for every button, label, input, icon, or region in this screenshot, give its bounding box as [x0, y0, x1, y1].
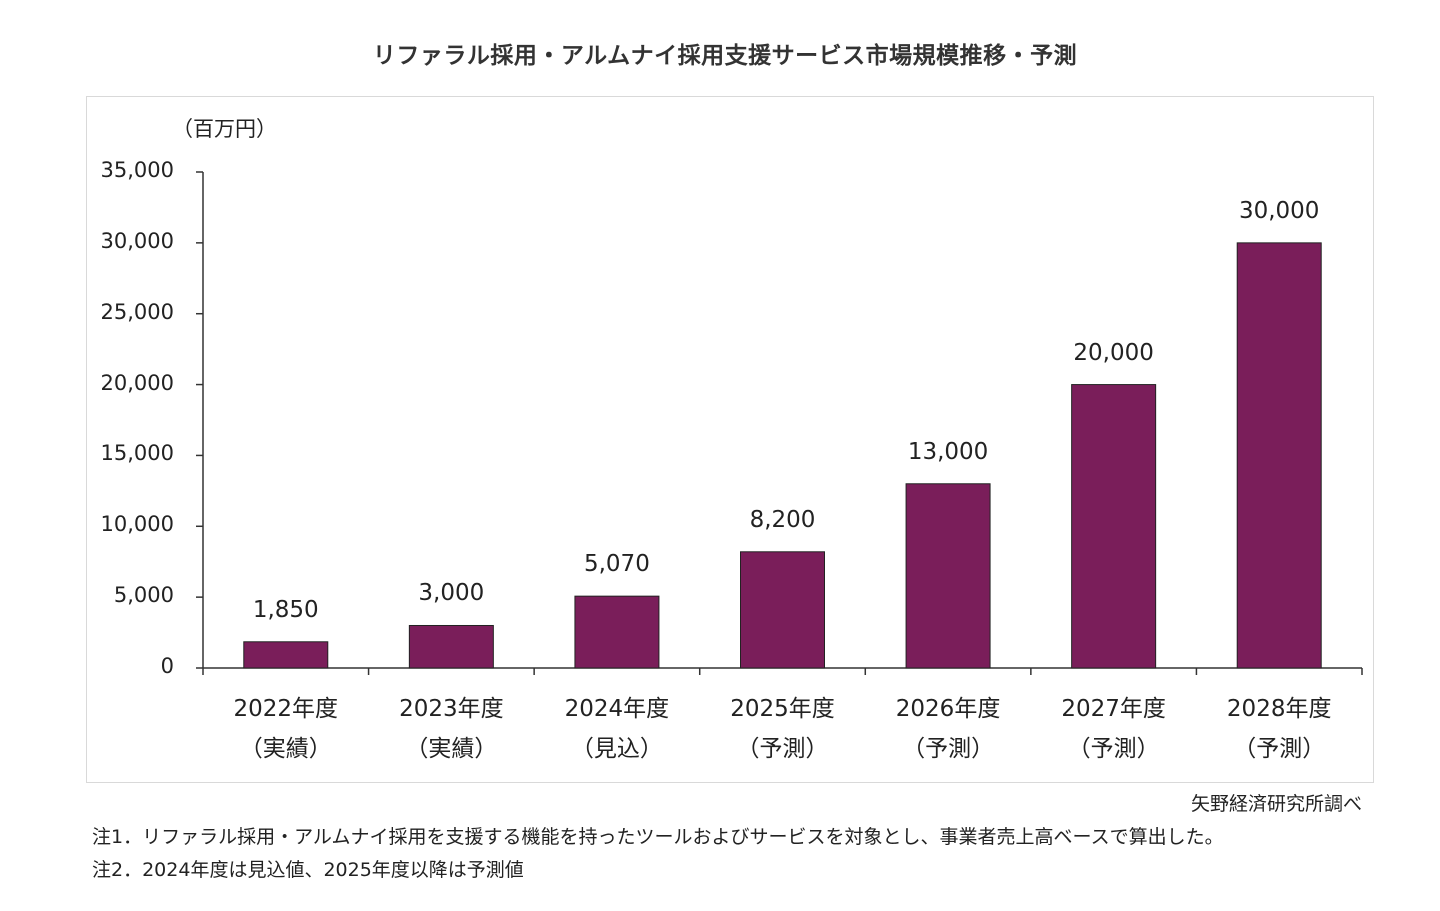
x-category-status: （予測） — [902, 736, 995, 762]
y-axis-unit-label: （百万円） — [172, 117, 277, 141]
bar-value-label: 5,070 — [583, 551, 650, 578]
chart-title: リファラル採用・アルムナイ採用支援サービス市場規模推移・予測 — [372, 43, 1078, 69]
y-tick-label: 35,000 — [100, 158, 174, 182]
y-tick-label: 0 — [160, 654, 174, 678]
bar-value-label: 30,000 — [1238, 197, 1320, 224]
bar-2023年度 — [408, 624, 494, 669]
x-category-label: 2025年度 — [730, 696, 835, 722]
x-category-label: 2028年度 — [1226, 696, 1332, 722]
bar-value-label: 8,200 — [749, 506, 816, 533]
y-tick-label: 5,000 — [113, 583, 174, 608]
x-category-label: 2024年度 — [564, 696, 670, 722]
bar-2026年度 — [905, 483, 991, 669]
note-2: 注2．2024年度は見込値、2025年度以降は予測値 — [92, 859, 524, 881]
y-tick-label: 25,000 — [100, 299, 174, 324]
y-tick-label: 30,000 — [100, 228, 174, 253]
chart-frame — [86, 96, 1374, 783]
y-tick-label: 10,000 — [100, 512, 174, 537]
bar-2022年度 — [243, 641, 329, 669]
y-tick-label: 15,000 — [100, 441, 174, 466]
bar-2025年度 — [740, 551, 825, 669]
y-tick-label: 20,000 — [100, 370, 174, 395]
x-category-label: 2026年度 — [895, 696, 1001, 722]
x-category-status: （予測） — [1233, 736, 1326, 762]
x-category-status: （実績） — [239, 736, 332, 762]
x-category-label: 2023年度 — [399, 696, 504, 722]
x-category-status: （実績） — [405, 736, 498, 762]
bar-value-label: 3,000 — [418, 580, 485, 607]
x-category-label: 2022年度 — [233, 696, 339, 722]
note-1: 注1．リファラル採用・アルムナイ採用を支援する機能を持ったツールおよびサービスを… — [92, 826, 1224, 848]
x-category-status: （見込） — [570, 736, 663, 762]
bar-2024年度 — [574, 595, 660, 669]
bar-2028年度 — [1236, 242, 1322, 669]
source-credit: 矢野経済研究所調べ — [1190, 793, 1362, 815]
x-category-label: 2027年度 — [1061, 696, 1166, 722]
bar-value-label: 1,850 — [252, 596, 319, 623]
bar-value-label: 20,000 — [1073, 339, 1154, 366]
bar-2027年度 — [1071, 384, 1157, 669]
x-category-status: （予測） — [1067, 736, 1160, 762]
bar-value-label: 13,000 — [907, 438, 989, 465]
x-category-status: （予測） — [736, 736, 829, 762]
